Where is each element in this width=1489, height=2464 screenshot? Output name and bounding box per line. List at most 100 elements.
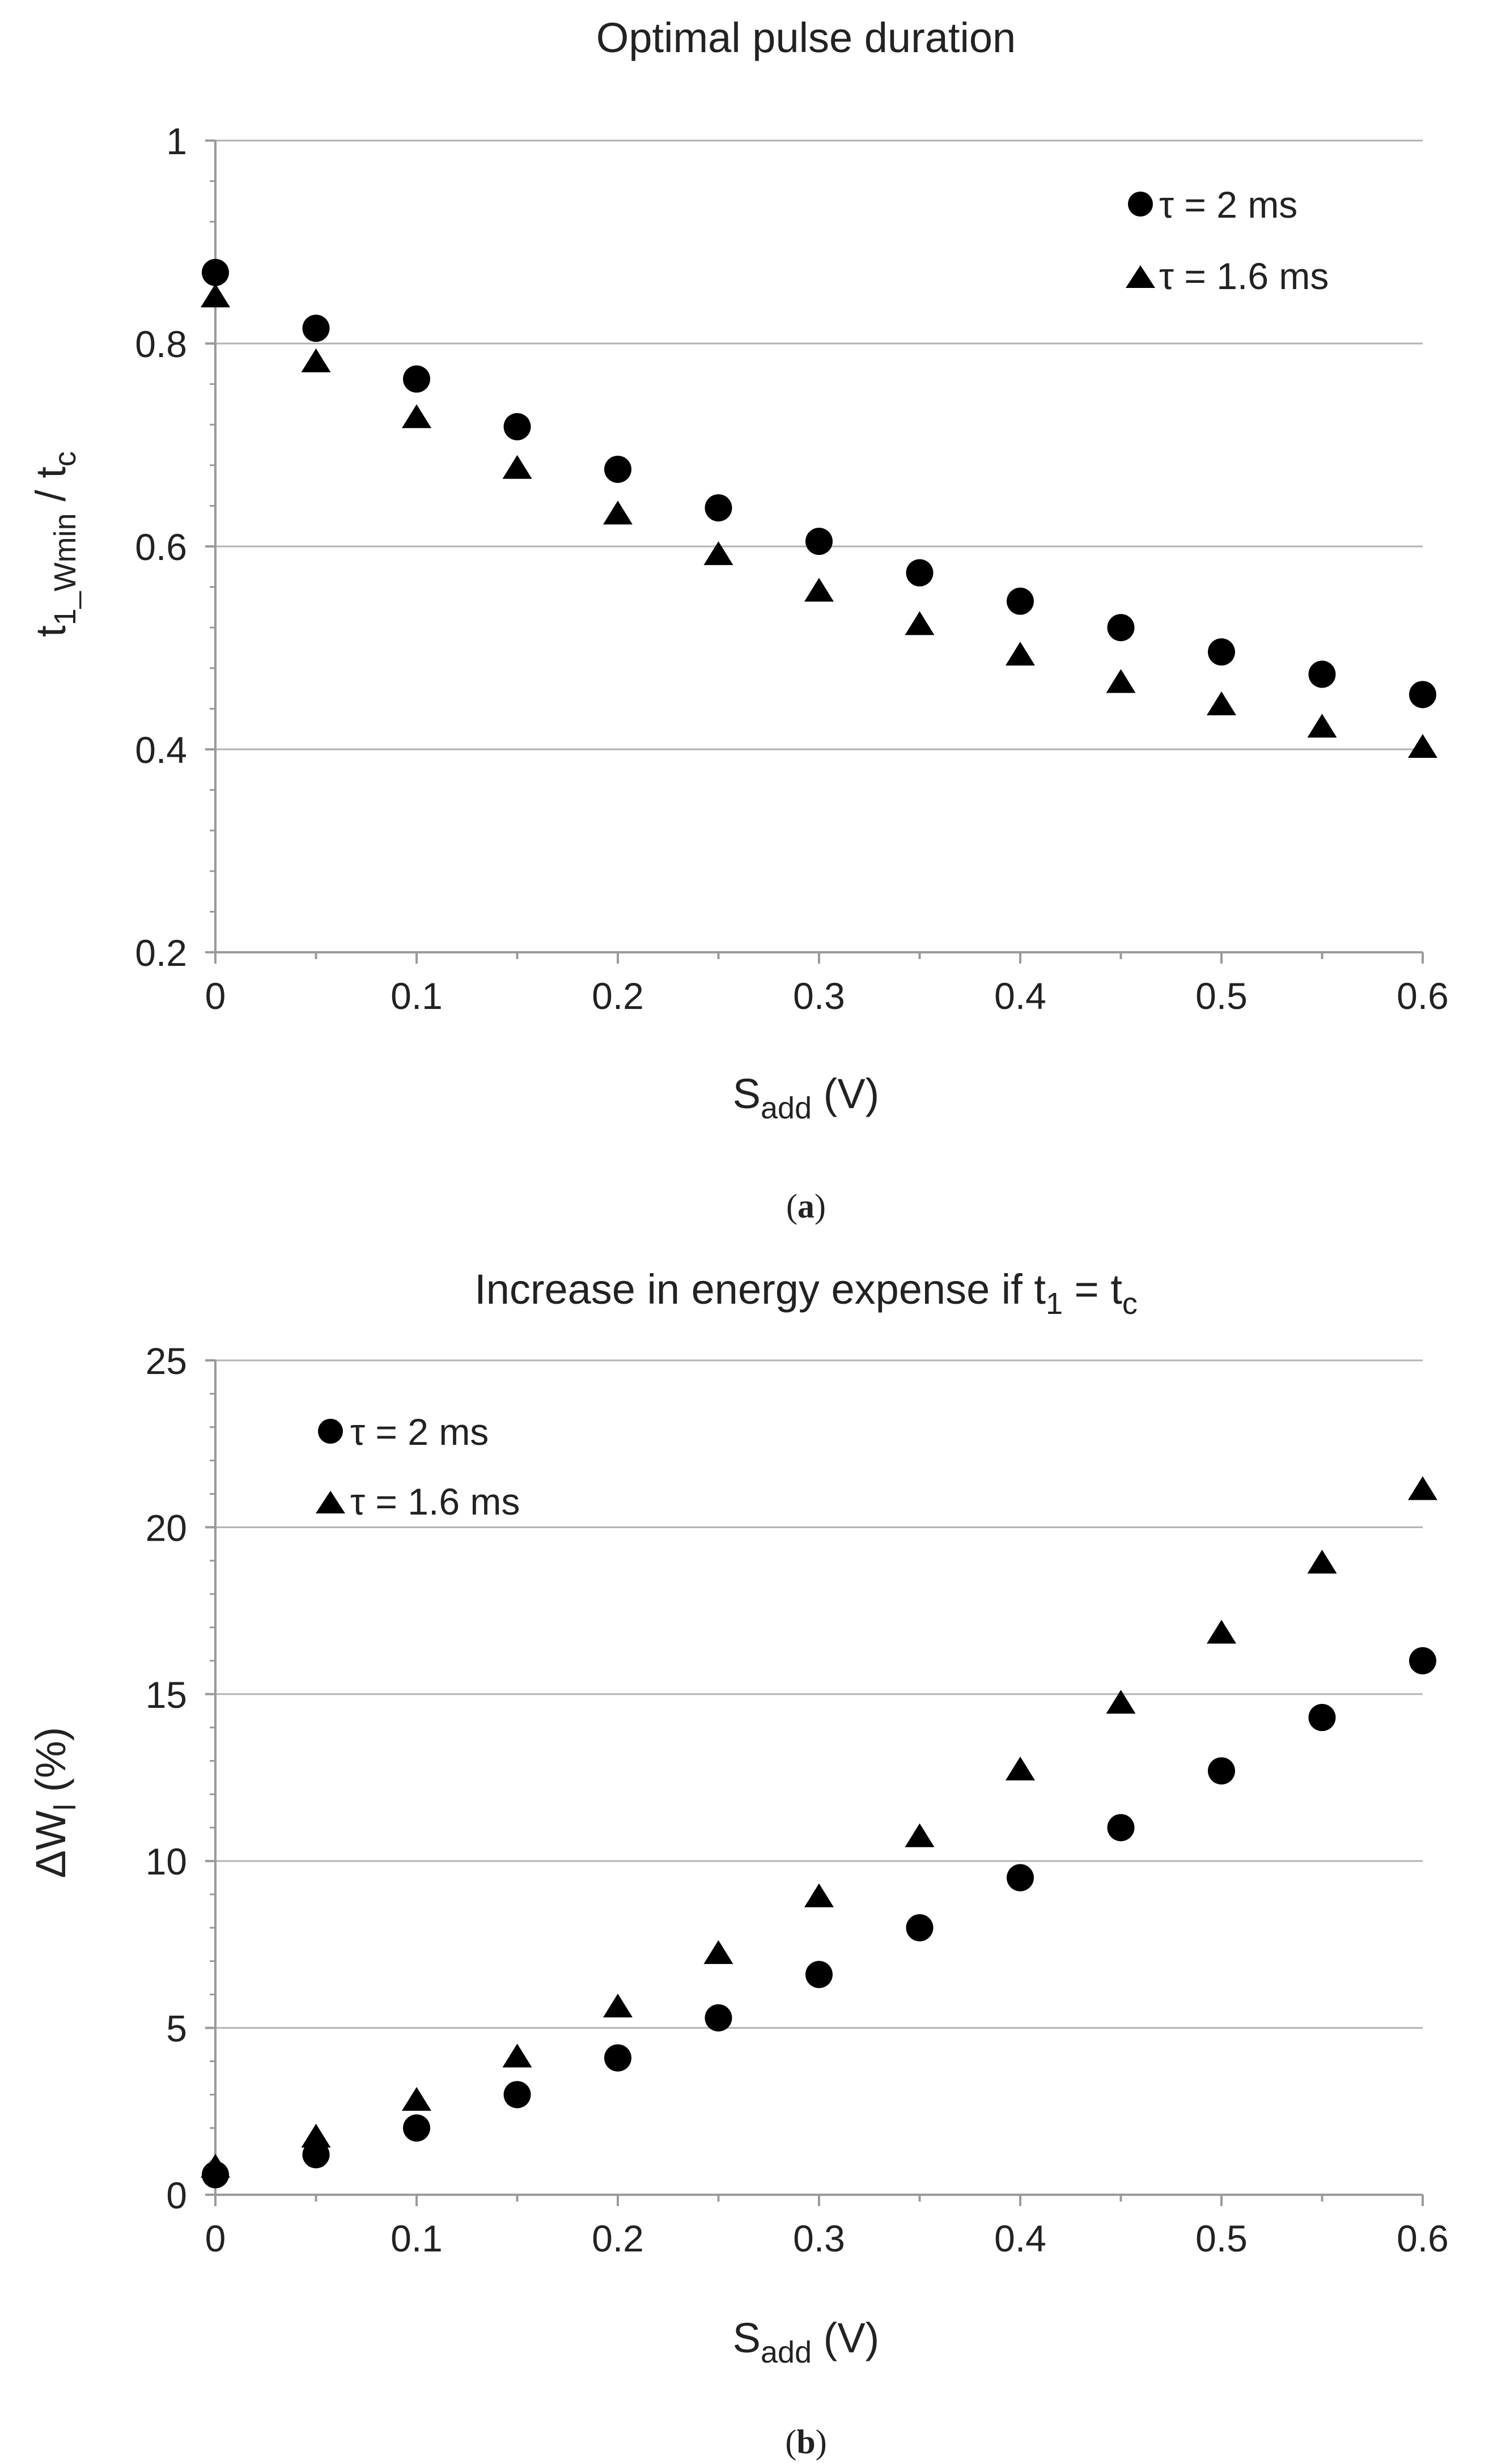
data-point-triangle — [1408, 1476, 1437, 1500]
chart-title-sub1: 1 — [1046, 1287, 1063, 1321]
x-tick-label: 0.5 — [1195, 2217, 1248, 2259]
data-point-circle — [503, 413, 531, 440]
data-point-circle — [906, 559, 934, 587]
y-tick-label: 0.6 — [135, 526, 187, 568]
data-point-triangle — [1307, 714, 1337, 738]
x-tick-label: 0.2 — [592, 2217, 644, 2259]
data-point-triangle — [201, 283, 230, 308]
y-axis-label-sub2: c — [48, 451, 82, 466]
data-point-triangle — [1207, 691, 1236, 715]
legend-label-series-2: τ = 1.6 ms — [350, 1481, 520, 1522]
y-tick-labels: 0 5 10 15 20 25 — [146, 1340, 187, 2216]
chart-panel-a: 0 0.1 0.2 0.3 0.4 0.5 0.6 0.2 0.4 0.6 0.8 1 Optima… — [27, 14, 1449, 1225]
x-tick-label: 0.4 — [994, 2217, 1046, 2259]
data-point-circle — [705, 494, 732, 521]
data-point-triangle — [301, 348, 331, 372]
y-axis-label-rest: (%) — [27, 1727, 74, 1804]
data-point-circle — [403, 2114, 430, 2142]
chart-title-sub2: c — [1122, 1287, 1138, 1321]
data-point-circle — [1007, 1864, 1034, 1892]
data-point-triangle — [1408, 734, 1437, 758]
legend: τ = 2 ms τ = 1.6 ms — [316, 1411, 520, 1522]
legend-circle-marker — [318, 1419, 343, 1444]
x-axis-label-sub: add — [761, 1091, 812, 1125]
data-point-circle — [1308, 660, 1336, 688]
data-point-triangle — [301, 2123, 331, 2148]
data-point-triangle — [905, 1823, 935, 1847]
x-axis-label: Sadd (V) — [733, 2314, 880, 2369]
x-tick-label: 0.5 — [1195, 975, 1248, 1017]
y-tick-label: 10 — [146, 1840, 187, 1882]
y-tick-labels: 0.2 0.4 0.6 0.8 1 — [135, 120, 187, 974]
x-axis-label-main: S — [733, 1070, 761, 1117]
gridlines — [215, 1359, 1423, 2029]
legend-triangle-marker — [316, 1491, 345, 1513]
x-axis-label-rest: (V) — [812, 2314, 879, 2361]
panel-caption-a-letter: a — [797, 1188, 815, 1225]
data-point-triangle — [905, 611, 935, 635]
data-point-triangle — [703, 1940, 733, 1964]
data-point-triangle — [1006, 642, 1035, 666]
legend-label-series-1: τ = 2 ms — [350, 1411, 489, 1453]
data-point-circle — [1409, 681, 1436, 709]
chart-panel-b: 0 0.1 0.2 0.3 0.4 0.5 0.6 0 5 10 15 20 25 Increase … — [27, 1266, 1449, 2461]
data-point-triangle — [1207, 1619, 1236, 1644]
data-point-triangle — [1307, 1549, 1337, 1574]
legend-circle-marker — [1128, 192, 1153, 217]
data-point-circle — [503, 2081, 531, 2109]
data-point-circle — [705, 2004, 732, 2032]
data-point-circle — [1308, 1704, 1336, 1732]
data-point-circle — [805, 528, 833, 555]
data-point-triangle — [1006, 1757, 1035, 1781]
data-points — [201, 1476, 1437, 2189]
data-point-triangle — [703, 541, 733, 565]
x-tick-labels: 0 0.1 0.2 0.3 0.4 0.5 0.6 — [205, 975, 1449, 1017]
data-point-circle — [604, 455, 631, 483]
data-point-triangle — [603, 1994, 633, 2018]
y-axis-label-main: t — [27, 625, 74, 637]
data-point-triangle — [603, 501, 633, 525]
x-tick-label: 0 — [205, 975, 226, 1017]
legend-label-series-1: τ = 2 ms — [1159, 184, 1297, 226]
data-point-triangle — [502, 455, 532, 479]
chart-title-mid: = t — [1063, 1266, 1122, 1313]
data-point-triangle — [402, 404, 431, 429]
data-point-circle — [1107, 1814, 1135, 1842]
data-point-circle — [1409, 1647, 1436, 1674]
data-point-triangle — [1106, 1690, 1136, 1714]
data-point-circle — [1107, 614, 1135, 642]
y-axis-label: t1_Wmin / tc — [27, 451, 82, 637]
y-tick-label: 25 — [146, 1340, 187, 1382]
gridlines — [215, 139, 1423, 750]
data-point-circle — [1208, 1757, 1235, 1785]
y-tick-label: 0.2 — [135, 932, 187, 974]
x-tick-label: 0.4 — [994, 975, 1046, 1017]
x-tick-label: 0.1 — [391, 975, 443, 1017]
data-point-circle — [1007, 587, 1034, 615]
y-axis-label-mid: / t — [27, 466, 74, 514]
data-point-triangle — [502, 2043, 532, 2068]
chart-title: Optimal pulse duration — [596, 14, 1016, 61]
legend-label-series-2: τ = 1.6 ms — [1159, 255, 1329, 297]
y-tick-label: 0.4 — [135, 729, 187, 771]
x-tick-label: 0.3 — [793, 2217, 845, 2259]
data-point-triangle — [804, 578, 834, 602]
chart-title-main: Increase in energy expense if t — [474, 1266, 1046, 1313]
data-point-circle — [302, 2141, 330, 2169]
y-tick-label: 0 — [166, 2174, 187, 2216]
y-tick-label: 20 — [146, 1507, 187, 1549]
data-points — [201, 258, 1437, 758]
y-axis-label-sub: l — [48, 1804, 82, 1810]
panel-caption-b: (b) — [785, 2423, 826, 2461]
x-tick-label: 0.6 — [1397, 975, 1449, 1017]
data-point-circle — [604, 2044, 631, 2072]
x-tick-label: 0.6 — [1397, 2217, 1449, 2259]
y-tick-label: 15 — [146, 1674, 187, 1716]
x-tick-label: 0 — [205, 2217, 226, 2259]
chart-title: Increase in energy expense if t1 = tc — [474, 1266, 1138, 1321]
x-axis-label: Sadd (V) — [733, 1070, 880, 1125]
y-tick-label: 0.8 — [135, 323, 187, 365]
panel-caption-b-letter: b — [796, 2423, 815, 2461]
x-tick-label: 0.3 — [793, 975, 845, 1017]
